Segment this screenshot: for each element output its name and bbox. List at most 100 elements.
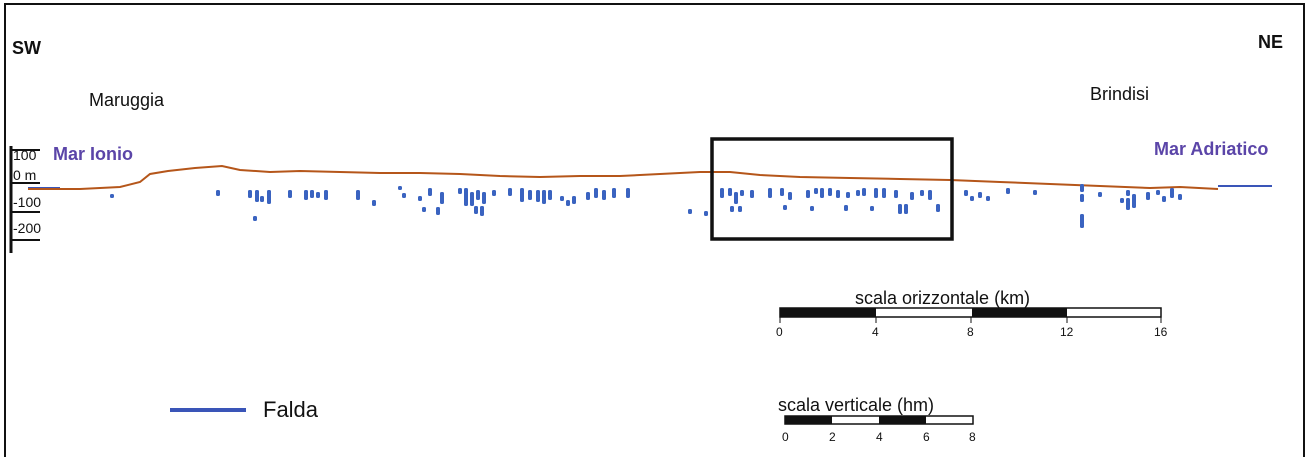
borehole-point xyxy=(1006,188,1010,194)
vertical-scale-title: scala verticale (hm) xyxy=(778,395,935,415)
elevation-tick-label: -100 xyxy=(13,194,42,210)
borehole-point xyxy=(566,200,570,206)
borehole-point xyxy=(548,190,552,200)
borehole-point xyxy=(260,196,264,202)
vertical-scale-label: 0 xyxy=(782,430,789,444)
borehole-point xyxy=(898,204,902,214)
borehole-point xyxy=(626,188,630,198)
borehole-point xyxy=(536,190,540,202)
borehole-point xyxy=(730,206,734,212)
borehole-point xyxy=(688,209,692,214)
borehole-point xyxy=(428,188,432,196)
borehole-point xyxy=(520,188,524,202)
borehole-point xyxy=(310,190,314,198)
borehole-point xyxy=(474,206,478,214)
direction-label-sw: SW xyxy=(12,38,41,58)
borehole-point xyxy=(1146,192,1150,200)
borehole-point xyxy=(594,188,598,198)
borehole-point xyxy=(458,188,462,194)
borehole-point xyxy=(810,206,814,211)
vertical-scale-label: 2 xyxy=(829,430,836,444)
horizontal-scale-segment-3 xyxy=(972,308,1067,317)
vertical-scale-segment-1 xyxy=(785,416,832,424)
town-label-brindisi: Brindisi xyxy=(1090,84,1150,104)
vertical-scale-label: 8 xyxy=(969,430,976,444)
borehole-point xyxy=(970,196,974,201)
borehole-point xyxy=(482,192,486,204)
borehole-point xyxy=(1162,196,1166,202)
vertical-scale-bar xyxy=(784,415,974,425)
borehole-point xyxy=(464,188,468,206)
borehole-point xyxy=(476,190,480,200)
borehole-point xyxy=(1120,198,1124,203)
direction-label-ne: NE xyxy=(1258,32,1284,52)
elevation-tick-label: -200 xyxy=(13,220,42,236)
borehole-point xyxy=(1080,214,1084,228)
borehole-point xyxy=(602,190,606,200)
borehole-point xyxy=(1080,194,1084,202)
topographic-profile-line xyxy=(28,164,1219,190)
borehole-point xyxy=(356,190,360,200)
borehole-point xyxy=(304,190,308,200)
borehole-point xyxy=(1132,194,1136,208)
borehole-point xyxy=(738,206,742,212)
borehole-point xyxy=(856,190,860,196)
borehole-point xyxy=(1126,190,1130,196)
borehole-point xyxy=(418,196,422,201)
horizontal-scale-label: 4 xyxy=(872,325,879,339)
borehole-point xyxy=(870,206,874,211)
borehole-point xyxy=(768,188,772,198)
borehole-point xyxy=(862,188,866,196)
borehole-point xyxy=(492,190,496,196)
borehole-point xyxy=(288,190,292,198)
borehole-point xyxy=(1080,184,1084,192)
borehole-point xyxy=(806,190,810,198)
borehole-point xyxy=(1098,192,1102,197)
borehole-point xyxy=(480,206,484,216)
borehole-point xyxy=(814,188,818,194)
borehole-point xyxy=(572,196,576,204)
borehole-point xyxy=(110,194,114,198)
horizontal-scale-segment-1 xyxy=(780,308,876,317)
borehole-point xyxy=(440,192,444,204)
borehole-point xyxy=(704,211,708,216)
horizontal-scale-label: 12 xyxy=(1060,325,1074,339)
borehole-point xyxy=(470,192,474,206)
borehole-point xyxy=(740,190,744,196)
horizontal-scale-label: 0 xyxy=(776,325,783,339)
borehole-point xyxy=(788,192,792,200)
borehole-point xyxy=(1156,190,1160,195)
legend-label-falda: Falda xyxy=(263,397,319,422)
borehole-point xyxy=(783,205,787,210)
borehole-point xyxy=(928,190,932,200)
borehole-point xyxy=(586,192,590,200)
vertical-scale-segment-3 xyxy=(879,416,926,424)
borehole-point xyxy=(612,188,616,198)
borehole-point xyxy=(728,188,732,196)
borehole-point xyxy=(910,192,914,200)
borehole-point xyxy=(820,188,824,198)
borehole-point xyxy=(436,207,440,215)
borehole-point xyxy=(894,190,898,198)
sea-label-adriatic: Mar Adriatico xyxy=(1154,139,1269,159)
borehole-point xyxy=(986,196,990,201)
borehole-point xyxy=(316,192,320,198)
borehole-point xyxy=(846,192,850,198)
horizontal-scale-bar xyxy=(779,307,1162,323)
borehole-point xyxy=(920,190,924,196)
horizontal-scale-label: 16 xyxy=(1154,325,1168,339)
borehole-point xyxy=(844,205,848,211)
borehole-point xyxy=(734,192,738,204)
borehole-point xyxy=(936,204,940,212)
borehole-point xyxy=(248,190,252,198)
borehole-point xyxy=(750,190,754,198)
borehole-point xyxy=(324,190,328,200)
borehole-point xyxy=(780,188,784,196)
borehole-point xyxy=(720,188,724,198)
borehole-point xyxy=(422,207,426,212)
outer-frame xyxy=(4,3,1305,457)
vertical-scale-label: 4 xyxy=(876,430,883,444)
borehole-point xyxy=(1126,198,1130,210)
highlight-box[interactable] xyxy=(710,137,954,241)
